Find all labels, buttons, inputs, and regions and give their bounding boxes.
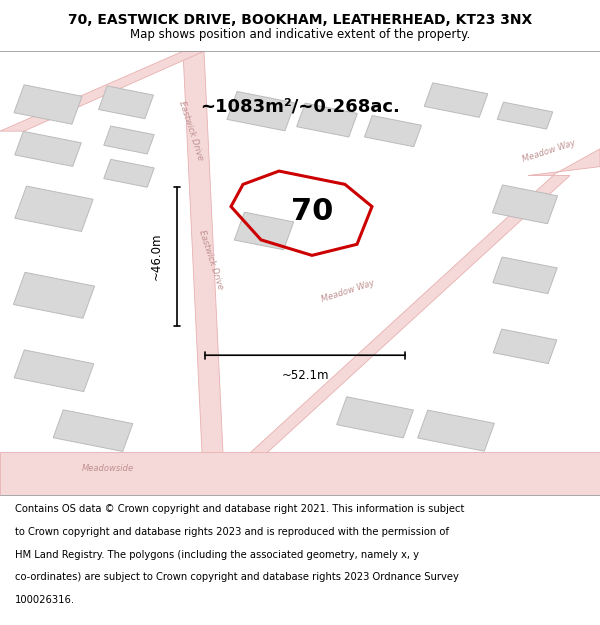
Text: Eastwick Drive: Eastwick Drive (177, 100, 205, 162)
Text: 100026316.: 100026316. (15, 595, 75, 605)
Polygon shape (204, 176, 570, 495)
Text: co-ordinates) are subject to Crown copyright and database rights 2023 Ordnance S: co-ordinates) are subject to Crown copyr… (15, 572, 459, 582)
Polygon shape (15, 186, 93, 231)
Text: ~1083m²/~0.268ac.: ~1083m²/~0.268ac. (200, 98, 400, 116)
Polygon shape (0, 451, 600, 495)
Text: to Crown copyright and database rights 2023 and is reproduced with the permissio: to Crown copyright and database rights 2… (15, 527, 449, 537)
Text: 70: 70 (291, 197, 333, 226)
Polygon shape (493, 329, 557, 364)
Text: HM Land Registry. The polygons (including the associated geometry, namely x, y: HM Land Registry. The polygons (includin… (15, 549, 419, 559)
Text: ~52.1m: ~52.1m (281, 369, 329, 382)
Polygon shape (14, 85, 82, 124)
Polygon shape (183, 51, 225, 495)
Text: ~46.0m: ~46.0m (149, 232, 163, 280)
Text: Meadow Way: Meadow Way (320, 278, 376, 304)
Text: Map shows position and indicative extent of the property.: Map shows position and indicative extent… (130, 28, 470, 41)
Polygon shape (14, 350, 94, 392)
Text: Eastwick Drive: Eastwick Drive (197, 229, 225, 291)
Polygon shape (493, 257, 557, 294)
Polygon shape (104, 126, 154, 154)
Polygon shape (104, 159, 154, 188)
Polygon shape (15, 131, 81, 166)
Polygon shape (497, 102, 553, 129)
Text: 70, EASTWICK DRIVE, BOOKHAM, LEATHERHEAD, KT23 3NX: 70, EASTWICK DRIVE, BOOKHAM, LEATHERHEAD… (68, 12, 532, 27)
Text: Meadowside: Meadowside (82, 464, 134, 473)
Polygon shape (227, 91, 295, 131)
Polygon shape (98, 86, 154, 119)
Polygon shape (364, 116, 422, 147)
Polygon shape (337, 397, 413, 438)
Polygon shape (296, 103, 358, 137)
Polygon shape (0, 51, 204, 131)
Polygon shape (493, 185, 557, 224)
Polygon shape (528, 149, 600, 176)
Polygon shape (235, 212, 293, 250)
Polygon shape (13, 272, 95, 318)
Polygon shape (418, 410, 494, 451)
Text: Contains OS data © Crown copyright and database right 2021. This information is : Contains OS data © Crown copyright and d… (15, 504, 464, 514)
Polygon shape (424, 83, 488, 118)
Text: Meadow Way: Meadow Way (521, 138, 577, 164)
Polygon shape (53, 410, 133, 451)
